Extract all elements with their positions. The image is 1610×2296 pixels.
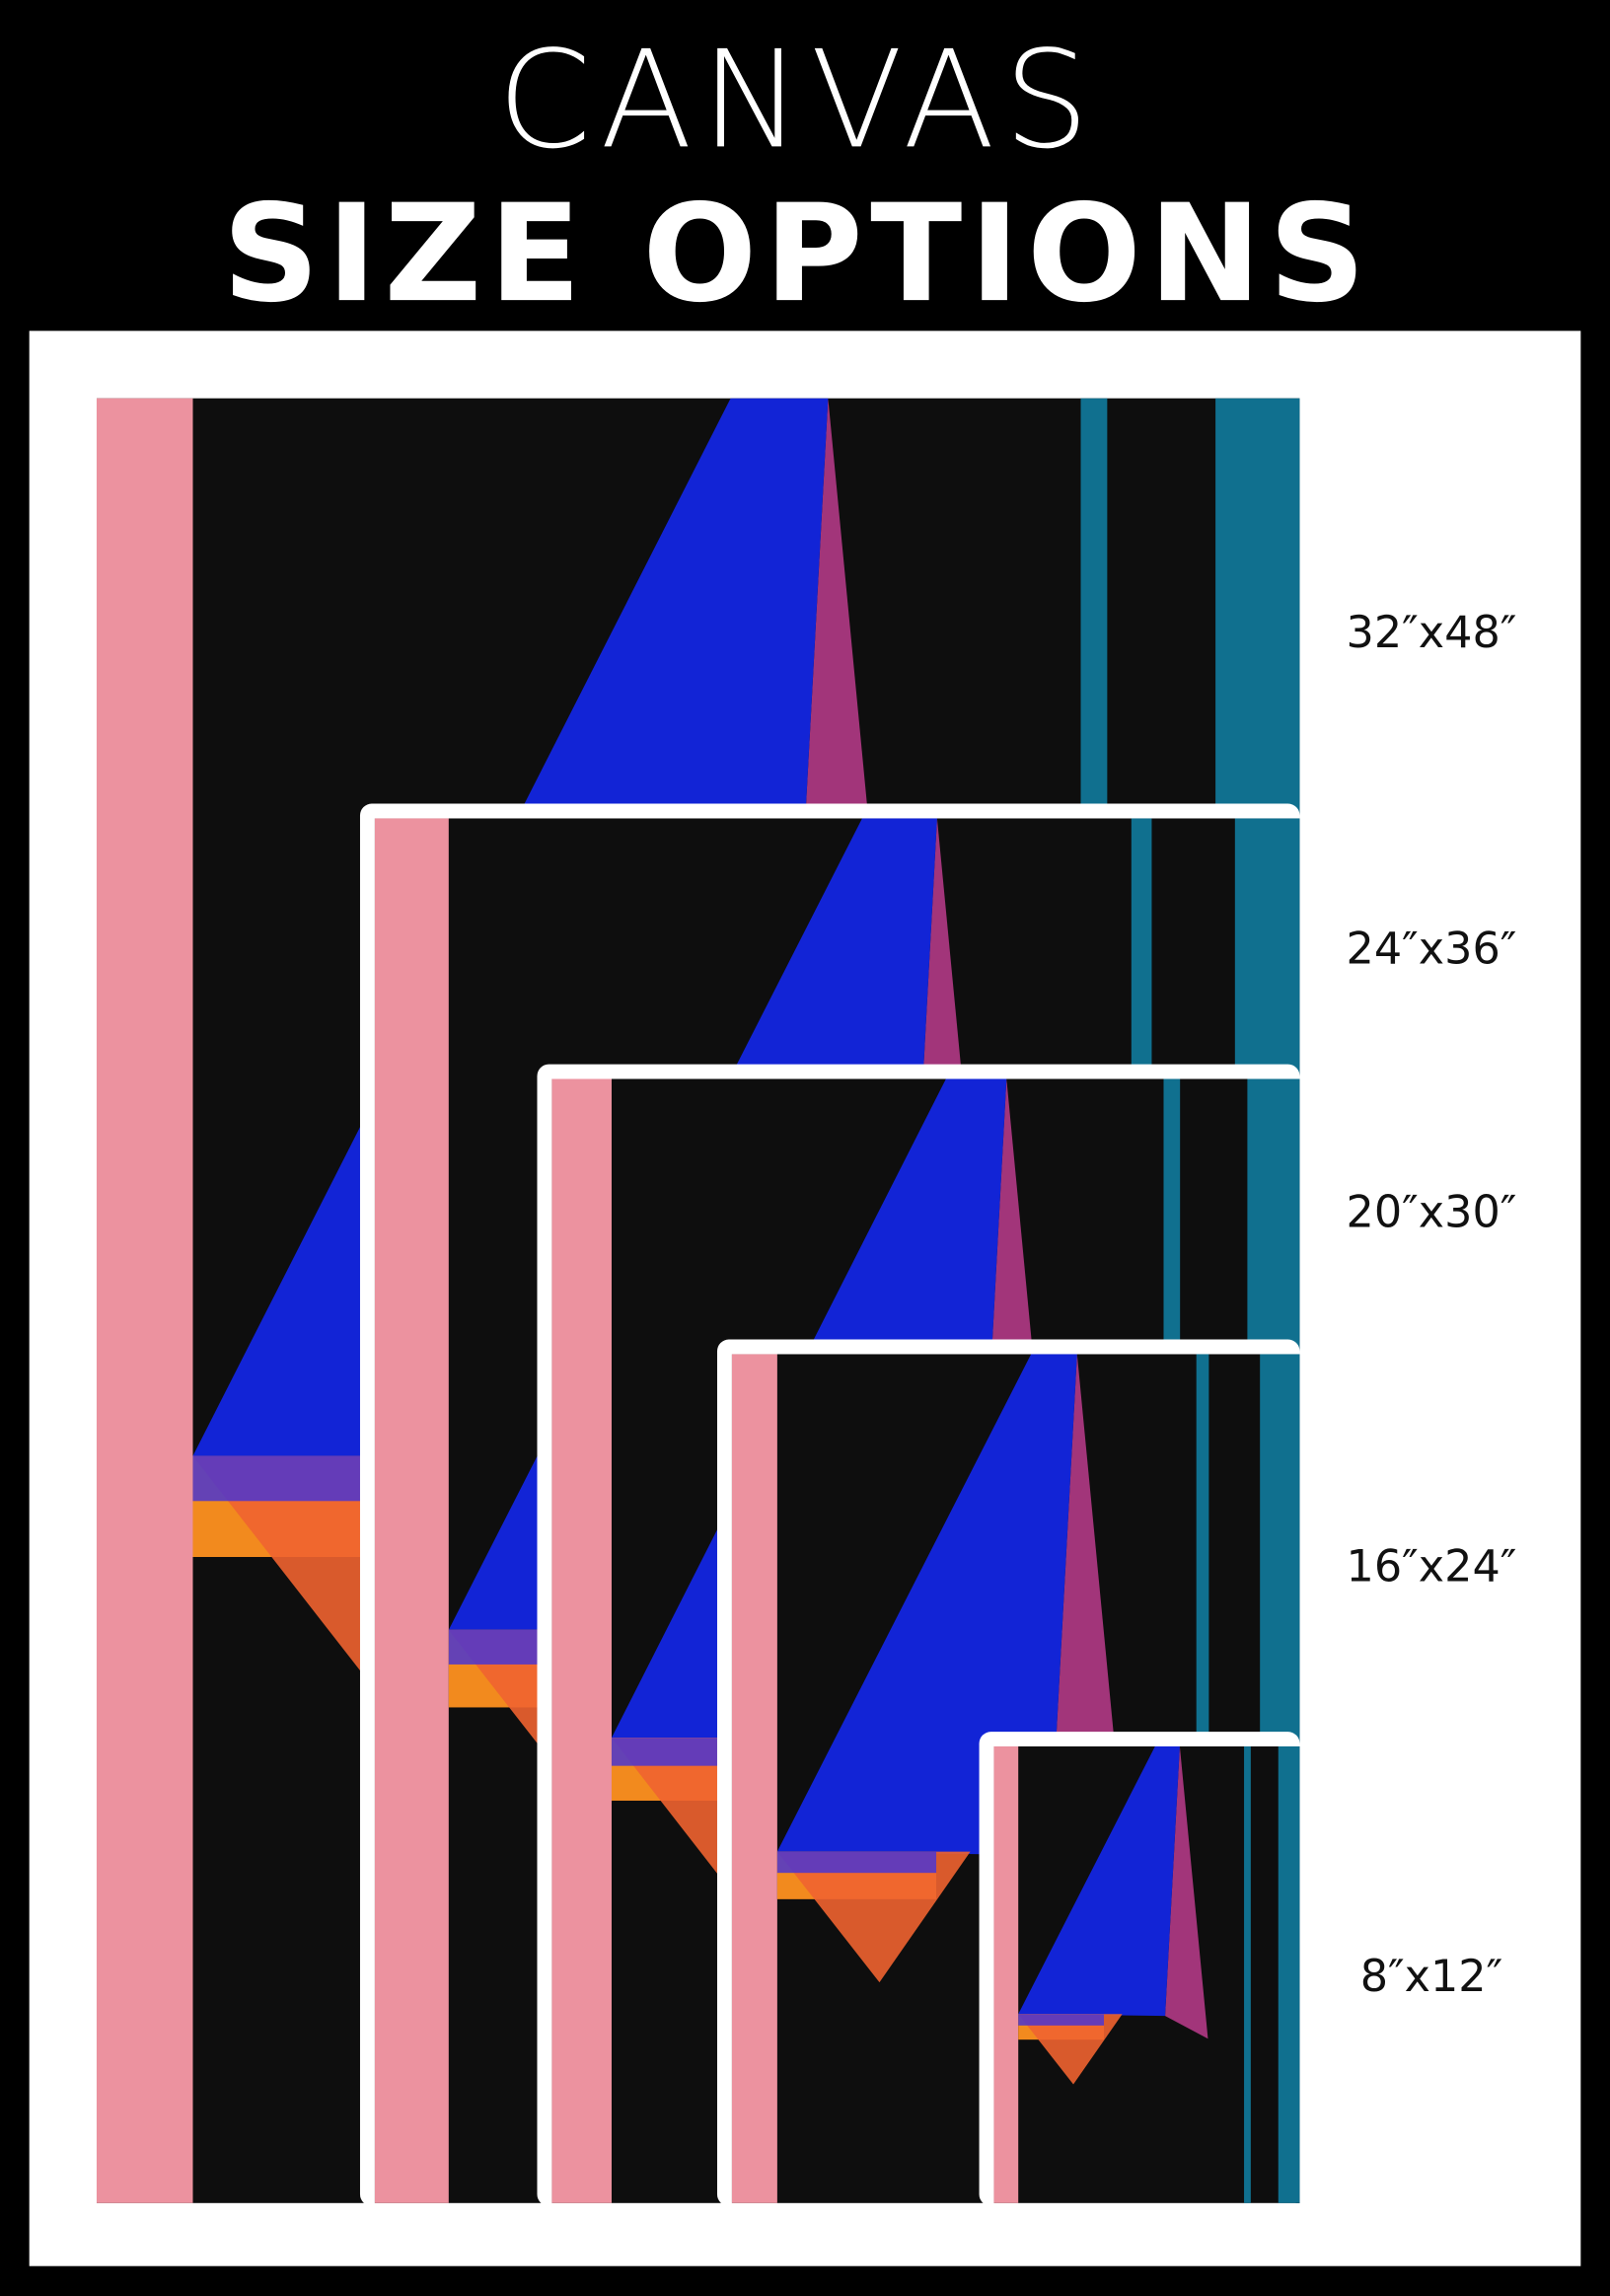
size-label: 24″x36″: [1347, 924, 1517, 974]
size-label: 8″x12″: [1360, 1952, 1503, 2002]
size-label: 16″x24″: [1347, 1541, 1517, 1592]
canvas: [993, 1746, 1300, 2203]
size-label: 20″x30″: [1347, 1187, 1517, 1237]
labels: 32″x48″ 24″x36″ 20″x30″ 16″x24″ 8″x12″: [1347, 608, 1517, 2002]
title-line1: CANVAS: [497, 22, 1098, 179]
size-label: 32″x48″: [1347, 608, 1517, 658]
title-line2: SIZE OPTIONS: [222, 176, 1372, 333]
canvases: [96, 398, 1300, 2206]
